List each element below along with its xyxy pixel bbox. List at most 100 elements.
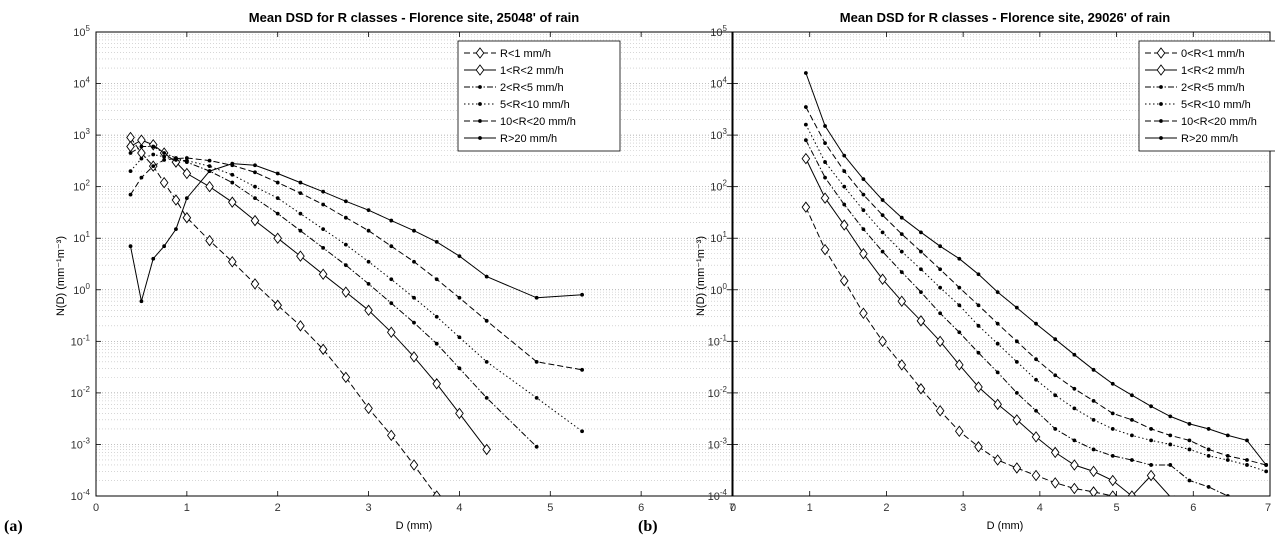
plot-area: 10-4 10-3 10-2 10-1 100 101 102 103 104 105 0 1 2 3 4 5… [708,24,1275,514]
data-point [1245,458,1249,462]
data-point [151,152,156,157]
data-point [1108,474,1118,487]
data-point [184,158,189,163]
legend-box [1138,40,1275,152]
series-line [805,158,1171,496]
data-point [1053,337,1058,342]
data-point [1173,495,1175,496]
data-point [801,201,811,213]
data-point [861,192,866,197]
data-point [1053,373,1058,378]
data-point [1091,417,1096,422]
data-point [409,459,419,471]
data-point [457,366,462,371]
legend-marker [1159,119,1163,123]
data-point [1072,406,1077,411]
data-point [993,398,1002,411]
data-point [842,184,847,189]
data-point [250,278,260,290]
data-point [1072,386,1077,391]
series-group [801,71,1269,496]
x-tick-label: 4 [1037,502,1043,514]
data-point [162,151,167,155]
data-point [580,367,584,372]
data-point [935,405,945,417]
y-tick-label: 10-2 [71,385,91,400]
data-point [275,211,280,216]
y-tick-label: 101 [73,230,90,245]
x-tick-label: 4 [456,502,462,514]
legend-label: R>20 mm/h [1181,133,1238,145]
legend-marker [475,64,485,76]
data-point [1149,463,1153,467]
data-point [1168,414,1173,419]
data-point [253,163,257,168]
data-point [162,154,167,159]
data-point [182,211,192,224]
data-point [1110,381,1115,386]
data-point [1168,442,1173,447]
data-point [938,244,943,249]
data-point [823,175,827,180]
data-point [409,351,419,363]
data-point [159,176,169,189]
y-axis-label: N(D) (mm⁻¹m⁻³) [695,236,707,316]
legend-label: R<1 mm/h [500,48,551,60]
data-point [171,194,181,206]
data-point [1168,463,1173,467]
data-point [842,202,847,207]
data-point [205,180,214,193]
data-point [275,180,280,185]
data-point [1012,414,1022,426]
data-point [389,301,394,306]
data-point [162,244,167,249]
data-point [957,256,962,261]
data-point [1149,427,1153,431]
data-point [1034,377,1038,382]
legend-marker [475,47,485,59]
data-point [859,307,868,320]
data-point [128,151,133,155]
data-point [1070,459,1079,471]
data-point [1149,404,1153,409]
x-tick-label: 3 [366,502,372,514]
data-point [484,274,489,279]
chart-panel-a: Mean DSD for R classes - Florence site, … [4,10,735,535]
y-tick-label: 10-3 [71,436,91,451]
series-line [130,153,583,432]
data-point [954,425,964,438]
legend-label: 5<R<10 mm/h [500,99,570,111]
legend-marker [1159,85,1163,89]
data-point [139,299,144,304]
data-point [1014,339,1019,344]
data-point [389,277,394,282]
data-point [976,272,981,277]
data-point [457,254,462,259]
data-point [1187,447,1192,452]
data-point [343,199,348,204]
data-point [207,158,212,163]
data-point [162,158,167,162]
data-point [1091,367,1096,372]
data-point [897,359,907,371]
data-point [1089,486,1098,496]
plot-frame [732,31,1271,497]
x-tick-label: 1 [807,502,813,514]
data-point [298,211,303,216]
y-tick-label: 10-4 [71,488,91,503]
data-point [412,259,416,264]
legend-marker [1159,102,1163,106]
data-point [839,274,849,287]
legend-label: 0<R<1 mm/h [1181,48,1245,60]
data-point [174,156,178,161]
data-point [227,196,237,208]
data-point [1225,458,1230,462]
data-point [298,191,303,196]
data-point [321,202,326,207]
data-point [366,282,371,286]
data-point [534,359,539,364]
data-point [823,124,827,128]
data-point [1225,433,1230,438]
legend-marker [1156,47,1166,59]
data-point [321,227,326,232]
